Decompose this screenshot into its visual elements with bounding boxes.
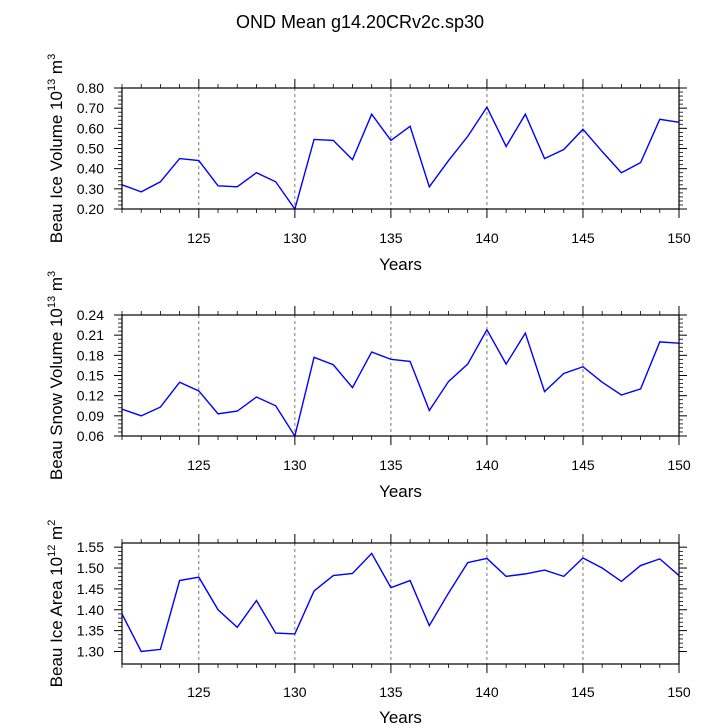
y-axis-label: Beau Ice Area 1012 m2 bbox=[46, 520, 66, 688]
y-tick-label: 0.06 bbox=[77, 428, 104, 444]
x-axis-label: Years bbox=[379, 482, 422, 501]
y-tick-label: 0.21 bbox=[77, 327, 104, 343]
x-tick-label: 125 bbox=[187, 230, 211, 246]
chart-title: OND Mean g14.20CRv2c.sp30 bbox=[236, 12, 484, 32]
x-axis-label: Years bbox=[379, 255, 422, 274]
y-tick-label: 1.30 bbox=[77, 643, 104, 659]
y-tick-label: 0.15 bbox=[77, 368, 104, 384]
y-tick-label: 1.50 bbox=[77, 560, 104, 576]
x-tick-label: 135 bbox=[379, 457, 403, 473]
y-tick-label: 1.35 bbox=[77, 623, 104, 639]
x-tick-label: 145 bbox=[571, 457, 595, 473]
x-tick-label: 150 bbox=[667, 230, 691, 246]
x-tick-label: 125 bbox=[187, 684, 211, 700]
y-tick-label: 0.09 bbox=[77, 408, 104, 424]
x-axis-label: Years bbox=[379, 708, 422, 725]
y-tick-label: 0.20 bbox=[77, 201, 104, 217]
y-tick-label: 0.60 bbox=[77, 120, 104, 136]
data-series-line bbox=[121, 328, 680, 438]
y-tick-label: 0.18 bbox=[77, 347, 104, 363]
plot-frame bbox=[121, 542, 680, 665]
x-tick-label: 130 bbox=[283, 684, 307, 700]
x-tick-label: 140 bbox=[475, 230, 499, 246]
y-tick-label: 0.70 bbox=[77, 100, 104, 116]
ice-area-panel: 125 130 135 140 145 150 1.30 1.35 1.40 1.45 1.50 1.… bbox=[46, 520, 691, 725]
y-axis-label: Beau Ice Volume 1013 m3 bbox=[46, 54, 66, 243]
y-tick-label: 0.80 bbox=[77, 80, 104, 96]
y-tick-label: 0.12 bbox=[77, 388, 104, 404]
ice-volume-panel: 125 130 135 140 145 150 0.20 0.30 0.40 0.50 0.60 0.… bbox=[46, 54, 691, 274]
x-tick-label: 150 bbox=[667, 457, 691, 473]
y-tick-label: 1.40 bbox=[77, 602, 104, 618]
plot-frame bbox=[121, 314, 680, 437]
y-tick-label: 1.45 bbox=[77, 581, 104, 597]
y-tick-label: 0.24 bbox=[77, 307, 104, 323]
y-tick-label: 0.30 bbox=[77, 181, 104, 197]
x-tick-label: 140 bbox=[475, 457, 499, 473]
x-tick-label: 135 bbox=[379, 684, 403, 700]
x-tick-label: 145 bbox=[571, 230, 595, 246]
y-tick-label: 1.55 bbox=[77, 539, 104, 555]
x-tick-label: 145 bbox=[571, 684, 595, 700]
x-tick-label: 130 bbox=[283, 457, 307, 473]
snow-volume-panel: 125 130 135 140 145 150 0.06 0.09 0.12 0.15 0.18 0.… bbox=[46, 271, 691, 501]
x-tick-label: 140 bbox=[475, 684, 499, 700]
x-tick-label: 125 bbox=[187, 457, 211, 473]
x-tick-label: 150 bbox=[667, 684, 691, 700]
x-tick-label: 135 bbox=[379, 230, 403, 246]
y-tick-label: 0.50 bbox=[77, 141, 104, 157]
y-axis-label: Beau Snow Volume 1013 m3 bbox=[46, 271, 66, 480]
y-tick-label: 0.40 bbox=[77, 161, 104, 177]
plot-frame bbox=[121, 87, 680, 210]
data-series-line bbox=[121, 105, 680, 211]
data-series-line bbox=[121, 552, 680, 653]
x-tick-label: 130 bbox=[283, 230, 307, 246]
